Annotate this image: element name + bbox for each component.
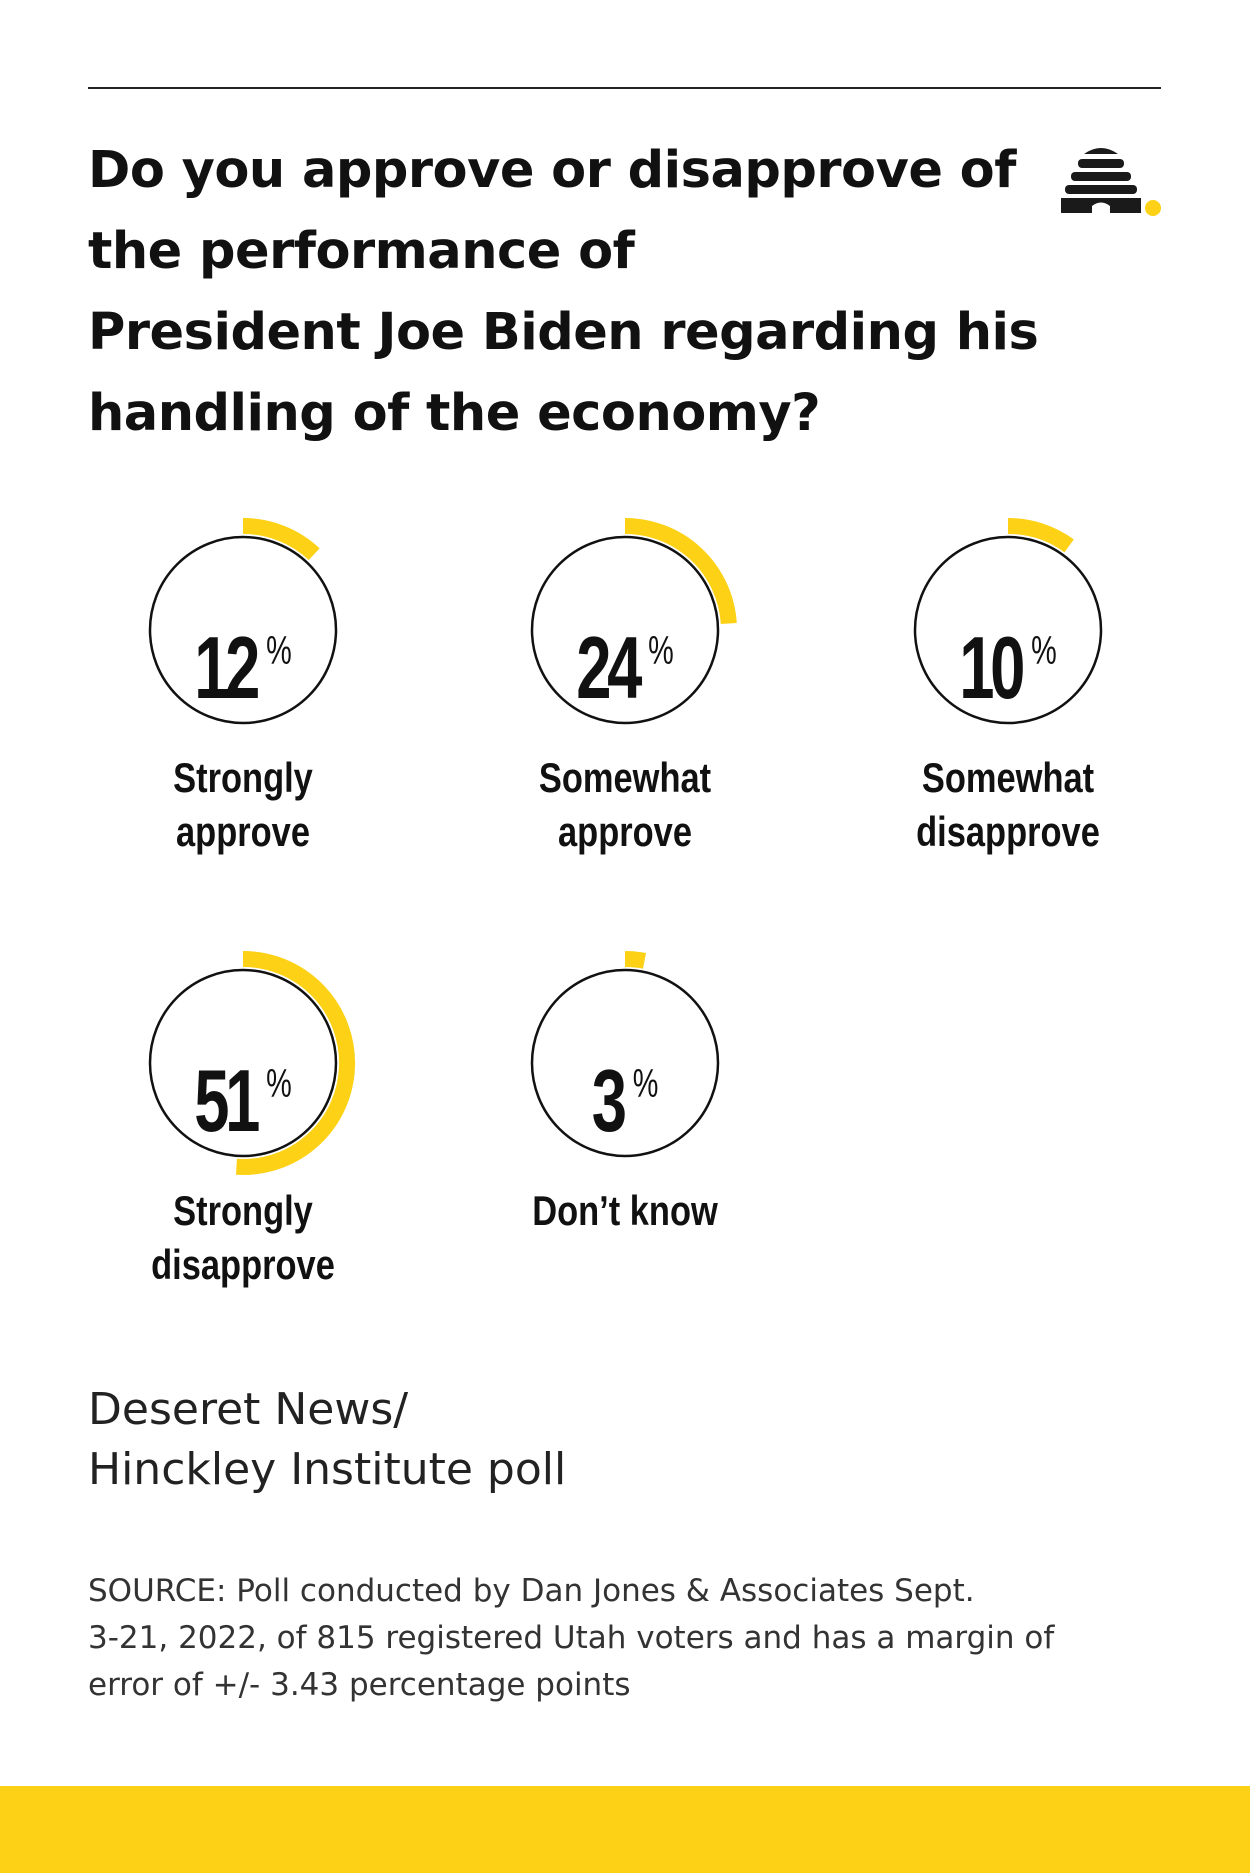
gauge-arc <box>235 951 356 1175</box>
gauge-number: 12 <box>194 618 260 717</box>
gauge-ring-outline <box>913 535 1103 725</box>
gauge-ring <box>530 950 720 1158</box>
gauge-label-line: Don’t know <box>532 1187 718 1234</box>
gauge-ring <box>530 518 737 725</box>
title-line: President Joe Biden regarding his <box>88 303 1039 362</box>
gauge-value: 51% <box>121 1034 366 1151</box>
gauge-number: 51 <box>194 1051 260 1150</box>
gauge-label-line: Strongly <box>173 1187 313 1234</box>
title-line: Do you approve or disapprove of <box>88 141 1016 200</box>
gauge-arc <box>624 950 646 969</box>
gauge-somewhat-approve: 24% Somewhat approve <box>455 518 795 933</box>
footer-accent-bar <box>0 1786 1250 1873</box>
beehive-logo-icon <box>1061 148 1161 216</box>
gauge-label: Somewhat disapprove <box>869 751 1148 859</box>
source-line: SOURCE: Poll conducted by Dan Jones & As… <box>88 1573 975 1609</box>
gauge-label-line: disapprove <box>151 1241 335 1288</box>
gauge-arc <box>1007 518 1074 553</box>
gauge-arc <box>624 518 737 625</box>
percent-sign: % <box>266 629 292 673</box>
gauge-label: Strongly disapprove <box>104 1184 383 1292</box>
gauge-ring <box>913 518 1103 725</box>
source-note: SOURCE: Poll conducted by Dan Jones & As… <box>88 1568 1188 1709</box>
gauge-label-line: disapprove <box>916 808 1100 855</box>
poll-name: Deseret News/ Hinckley Institute poll <box>88 1380 566 1500</box>
title-line: the performance of <box>88 222 635 281</box>
gauge-dont-know: 3% Don’t know <box>455 950 795 1366</box>
chart-title: Do you approve or disapprove of the perf… <box>88 130 1039 454</box>
gauge-strongly-disapprove: 51% Strongly disapprove <box>73 951 413 1366</box>
gauge-label-line: approve <box>558 808 692 855</box>
gauge-label-line: Somewhat <box>921 754 1095 801</box>
gauge-label-line: Somewhat <box>538 754 712 801</box>
gauge-label-line: Strongly <box>173 754 313 801</box>
title-line: handling of the economy? <box>88 384 821 443</box>
gauge-value: 10% <box>886 601 1131 718</box>
gauge-strongly-approve: 12% Strongly approve <box>73 518 413 933</box>
gauge-value: 12% <box>121 601 366 718</box>
gauge-label: Somewhat approve <box>486 751 765 859</box>
source-line: 3-21, 2022, of 815 registered Utah voter… <box>88 1620 1055 1656</box>
percent-sign: % <box>632 1062 659 1106</box>
gauge-ring-outline <box>148 968 338 1158</box>
gauge-ring <box>148 951 356 1175</box>
top-divider <box>88 87 1161 89</box>
poll-name-line: Deseret News/ <box>88 1384 409 1435</box>
gauge-arc <box>242 518 320 561</box>
percent-sign: % <box>1031 629 1057 673</box>
gauge-label: Strongly approve <box>104 751 383 859</box>
percent-sign: % <box>266 1062 292 1106</box>
gauge-ring-outline <box>530 968 720 1158</box>
gauge-number: 10 <box>959 618 1025 717</box>
gauge-ring-outline <box>148 535 338 725</box>
gauge-label: Don’t know <box>486 1184 765 1238</box>
source-line: error of +/- 3.43 percentage points <box>88 1667 631 1703</box>
gauge-number: 3 <box>591 1051 627 1150</box>
gauge-somewhat-disapprove: 10% Somewhat disapprove <box>838 518 1178 933</box>
gauge-ring <box>148 518 338 725</box>
gauge-number: 24 <box>576 618 642 717</box>
gauge-ring-outline <box>530 535 720 725</box>
gauge-label-line: approve <box>176 808 310 855</box>
poll-name-line: Hinckley Institute poll <box>88 1444 567 1495</box>
percent-sign: % <box>648 629 674 673</box>
gauge-value: 3% <box>503 1034 748 1151</box>
gauge-value: 24% <box>503 601 748 718</box>
